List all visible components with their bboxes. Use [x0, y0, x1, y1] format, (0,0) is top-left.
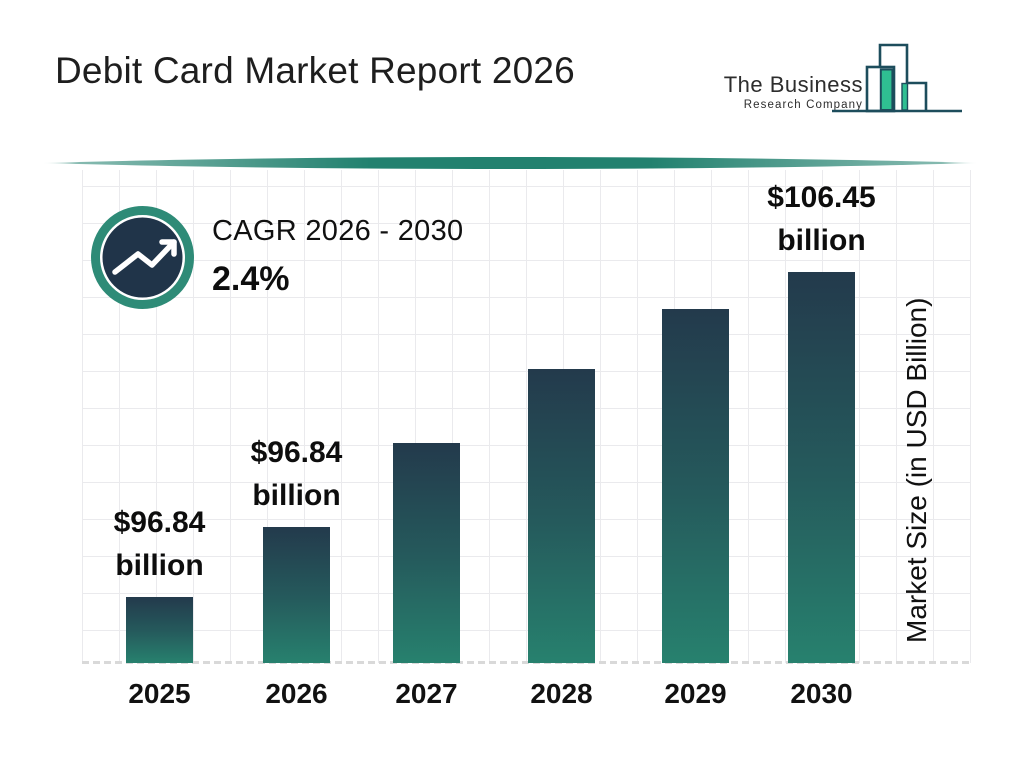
- bar-2026: [263, 527, 330, 663]
- company-logo-text: The Business Research Company: [724, 72, 863, 111]
- divider-swoosh: [42, 157, 978, 169]
- page-title: Debit Card Market Report 2026: [55, 50, 575, 91]
- x-tick-2025: 2025: [128, 678, 191, 709]
- x-tick-2027: 2027: [395, 678, 458, 709]
- x-tick-2030: 2030: [790, 678, 853, 709]
- x-axis-baseline: [82, 661, 972, 664]
- cagr-value: 2.4%: [212, 260, 290, 298]
- x-tick-2026: 2026: [265, 678, 328, 709]
- value-label-2025: $96.84 billion: [113, 506, 206, 582]
- cagr-badge: [91, 206, 194, 309]
- x-tick-2028: 2028: [530, 678, 593, 709]
- cagr-period-label: CAGR 2026 - 2030: [212, 215, 464, 247]
- trend-up-icon: [112, 239, 177, 275]
- bar-2027: [393, 443, 460, 663]
- bar-2025: [126, 597, 193, 663]
- logo-text-line1: The Business: [723, 72, 863, 97]
- logo-skyline-icon: [832, 43, 962, 113]
- value-label-2026: $96.84 billion: [250, 436, 343, 512]
- bar-2030: [788, 272, 855, 663]
- x-tick-2029: 2029: [664, 678, 727, 709]
- value-label-2030: $106.45 billion: [767, 181, 876, 257]
- logo-text-line2: Research Company: [743, 99, 863, 111]
- bar-2029: [662, 309, 729, 663]
- y-axis-label: Market Size (in USD Billion): [901, 297, 932, 643]
- bar-2028: [528, 369, 595, 663]
